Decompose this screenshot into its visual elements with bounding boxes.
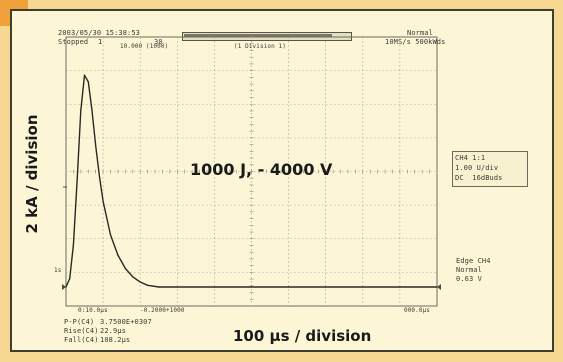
measure-label-3: Fall(C4) <box>64 336 99 344</box>
waveform-line <box>65 74 437 288</box>
ground-marker: 1s <box>54 267 62 274</box>
waveform-point <box>325 286 327 288</box>
trigger-mode-readout: Normal <box>407 29 433 37</box>
record-bar-fill <box>184 34 332 37</box>
channel-line-2: 1.00 U/div <box>455 164 499 172</box>
channel-line-3: DC 16dBuds <box>455 174 503 182</box>
trigger-line-3: 0.63 V <box>456 275 482 283</box>
count-value: 30 <box>154 38 163 46</box>
waveform-point <box>288 286 290 288</box>
channel-box: CH4 1:1 1.00 U/div DC 16dBuds <box>452 151 528 187</box>
waveform-point <box>436 286 438 288</box>
waveform-point <box>117 254 119 256</box>
state-readout: Stopped <box>58 38 89 46</box>
x-axis-label: 100 μs / division <box>233 327 372 345</box>
ground-marker-arrow <box>62 284 66 290</box>
trigger-marker-arrow <box>437 284 441 290</box>
trigger-line-1: Edge CH4 <box>456 257 491 265</box>
datetime-readout: 2003/05/30 15:38:53 <box>58 29 140 37</box>
top-left-marker: 10.000 (1000) <box>120 43 169 50</box>
waveform-point <box>69 278 71 280</box>
waveform-point <box>76 180 78 182</box>
waveform-point <box>176 286 178 288</box>
waveform-point <box>109 234 112 236</box>
top-right-marker: (1 Division 1) <box>234 43 286 50</box>
trigger-line-2: Normal <box>456 266 482 274</box>
sample-rate-readout: 10MS/s 500kWds <box>385 38 446 46</box>
waveform-point <box>124 267 126 270</box>
energy-voltage-annotation: 1000 J, - 4000 V <box>190 160 333 179</box>
bottom-mid-small: -0.2000+1000 <box>140 307 185 314</box>
bottom-left-small: 0:10.0μs <box>78 307 108 314</box>
channel-line-1: CH4 1:1 <box>455 154 486 162</box>
measure-value-1: 3.7500E+0307 <box>100 318 152 326</box>
waveform-point <box>95 145 97 147</box>
waveform-point <box>102 200 104 202</box>
measure-label-1: P-P(C4) <box>64 318 95 326</box>
bottom-right-small: 000.0μs <box>404 307 430 314</box>
waveform-point <box>158 286 160 288</box>
waveform-point <box>72 244 74 246</box>
waveform-point <box>87 81 89 83</box>
waveform-point <box>80 109 82 112</box>
waveform-point <box>362 286 364 288</box>
waveform-point <box>399 286 401 288</box>
measure-label-2: Rise(C4) <box>64 327 99 335</box>
waveform-point <box>139 281 141 283</box>
waveform-point <box>91 109 93 112</box>
waveform-point <box>83 74 86 76</box>
measure-value-3: 108.2μs <box>100 336 131 344</box>
y-axis-label: 2 kA / division <box>23 114 41 234</box>
waveform-point <box>250 286 253 288</box>
waveform-point <box>98 175 100 177</box>
waveform-point <box>132 276 134 278</box>
count-label: 1 <box>98 38 103 46</box>
measure-value-2: 22.9μs <box>100 327 126 335</box>
waveform-point <box>213 286 215 288</box>
waveform-point <box>65 286 67 288</box>
waveform-point <box>147 284 149 286</box>
